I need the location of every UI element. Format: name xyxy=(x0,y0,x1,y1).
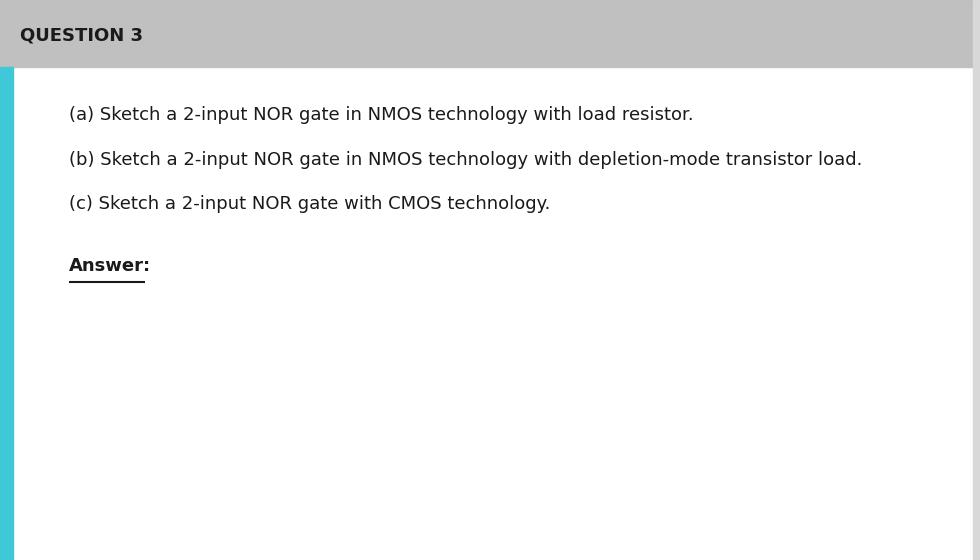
Text: Answer:: Answer: xyxy=(69,257,151,275)
Text: QUESTION 3: QUESTION 3 xyxy=(20,26,143,44)
Text: (a) Sketch a 2-input NOR gate in NMOS technology with load resistor.: (a) Sketch a 2-input NOR gate in NMOS te… xyxy=(69,106,693,124)
Text: (c) Sketch a 2-input NOR gate with CMOS technology.: (c) Sketch a 2-input NOR gate with CMOS … xyxy=(69,195,550,213)
Text: (b) Sketch a 2-input NOR gate in NMOS technology with depletion-mode transistor : (b) Sketch a 2-input NOR gate in NMOS te… xyxy=(69,151,862,169)
